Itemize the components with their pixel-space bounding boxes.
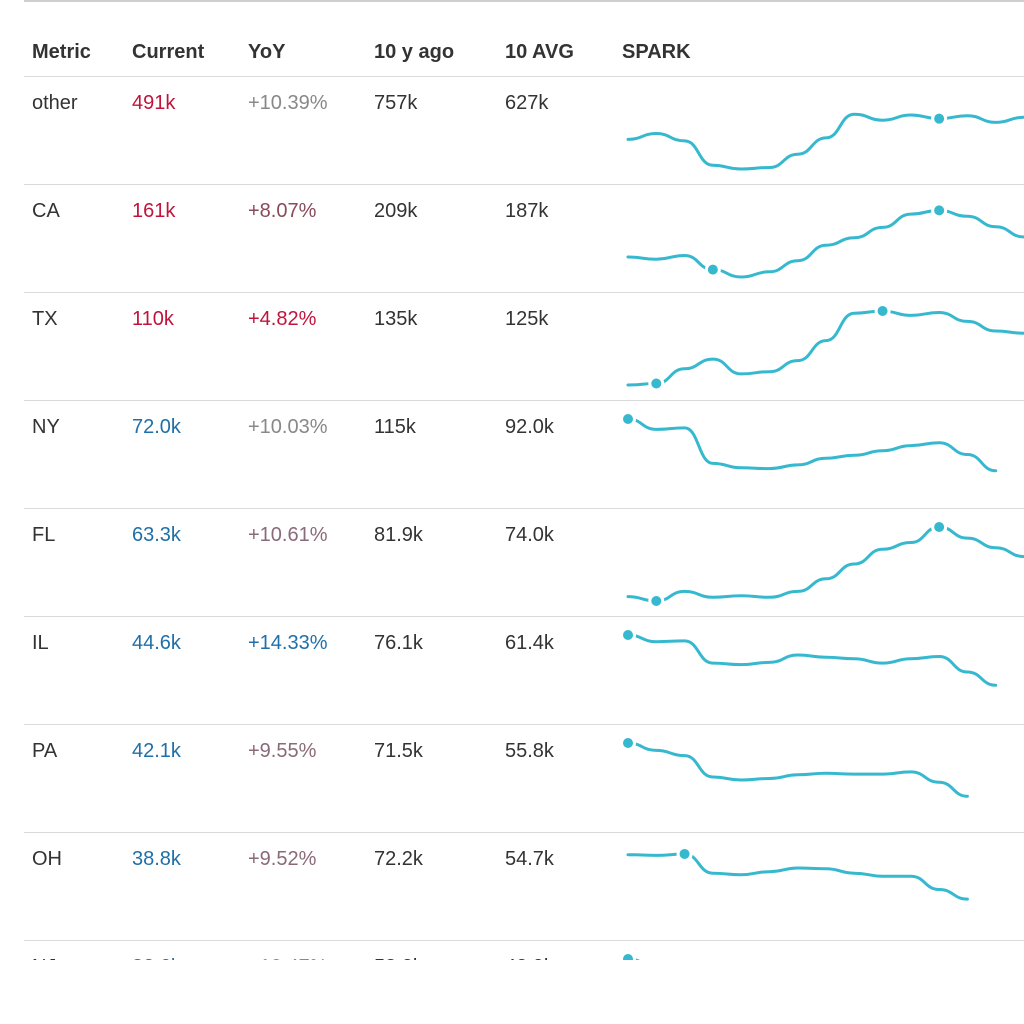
- sparkline: [626, 519, 1024, 609]
- spark-line: [626, 309, 1024, 387]
- yoy-cell: +9.55%: [248, 740, 317, 762]
- top-rule: [24, 0, 1024, 2]
- ten-years-ago-cell: 72.2k: [374, 848, 423, 870]
- ten-year-avg-cell: 54.7k: [505, 848, 554, 870]
- ten-years-ago-cell: 135k: [374, 308, 418, 330]
- table-row: IL 44.6k +14.33% 76.1k 61.4k: [24, 617, 1024, 725]
- current-cell: 63.3k: [132, 524, 181, 546]
- yoy-cell: +10.61%: [248, 524, 328, 546]
- metric-cell: NY: [32, 416, 60, 438]
- spark-line: [626, 417, 998, 473]
- spark-marker: [934, 522, 945, 532]
- yoy-cell: +9.52%: [248, 848, 317, 870]
- current-cell: 32.6k: [132, 956, 181, 960]
- sparkline: [626, 202, 1024, 279]
- header-spark: SPARK: [622, 41, 691, 63]
- current-cell: 491k: [132, 92, 176, 114]
- header-10-avg[interactable]: 10 AVG: [505, 41, 574, 63]
- spark-marker: [623, 738, 633, 748]
- spark-marker: [707, 264, 718, 275]
- sparkline: [622, 627, 998, 687]
- ten-years-ago-cell: 76.1k: [374, 632, 423, 654]
- table-row: NJ 32.6k +10.47% 53.2k 42.9k: [24, 941, 1024, 960]
- spark-marker: [623, 630, 633, 640]
- metric-cell: NJ: [32, 956, 56, 960]
- table-row: NY 72.0k +10.03% 115k 92.0k: [24, 401, 1024, 509]
- metric-cell: TX: [32, 308, 58, 330]
- spark-marker: [651, 596, 662, 606]
- current-cell: 44.6k: [132, 632, 181, 654]
- table-body: other 491k +10.39% 757k 627k CA 161k +8.07% 209k…: [24, 77, 1024, 960]
- table-row: OH 38.8k +9.52% 72.2k 54.7k: [24, 833, 1024, 941]
- metric-cell: PA: [32, 740, 58, 762]
- current-cell: 42.1k: [132, 740, 181, 762]
- ten-years-ago-cell: 209k: [374, 200, 418, 222]
- metric-cell: OH: [32, 848, 62, 870]
- yoy-cell: +10.47%: [248, 956, 328, 960]
- ten-years-ago-cell: 757k: [374, 92, 418, 114]
- current-cell: 110k: [132, 308, 174, 330]
- table-row: PA 42.1k +9.55% 71.5k 55.8k: [24, 725, 1024, 833]
- current-cell: 38.8k: [132, 848, 181, 870]
- ten-year-avg-cell: 187k: [505, 200, 549, 222]
- sparkline: [626, 845, 969, 901]
- spark-marker: [934, 113, 945, 124]
- ten-years-ago-cell: 53.2k: [374, 956, 423, 960]
- spark-line: [626, 208, 1024, 279]
- header-10y-ago[interactable]: 10 y ago: [374, 41, 455, 63]
- ten-year-avg-cell: 627k: [505, 92, 549, 114]
- metric-cell: IL: [32, 632, 49, 654]
- metric-cell: other: [32, 92, 78, 114]
- spark-marker: [651, 378, 662, 389]
- spark-line: [626, 633, 998, 687]
- spark-marker: [623, 954, 633, 960]
- ten-years-ago-cell: 71.5k: [374, 740, 423, 762]
- sparkline: [622, 735, 969, 798]
- header-current[interactable]: Current: [132, 41, 205, 63]
- table-row: other 491k +10.39% 757k 627k: [24, 77, 1024, 185]
- sparkline: [622, 951, 640, 960]
- spark-marker: [934, 205, 945, 216]
- ten-year-avg-cell: 125k: [505, 308, 549, 330]
- ten-year-avg-cell: 42.9k: [505, 956, 554, 960]
- table-row: TX 110k +4.82% 135k 125k: [24, 293, 1024, 401]
- ten-year-avg-cell: 74.0k: [505, 524, 554, 546]
- table-row: FL 63.3k +10.61% 81.9k 74.0k: [24, 509, 1024, 617]
- metric-cell: FL: [32, 524, 56, 546]
- yoy-cell: +14.33%: [248, 632, 328, 654]
- ten-years-ago-cell: 81.9k: [374, 524, 423, 546]
- yoy-cell: +8.07%: [248, 200, 317, 222]
- spark-marker: [877, 306, 888, 316]
- header-metric[interactable]: Metric: [32, 41, 91, 63]
- spark-marker: [679, 848, 690, 859]
- table-row: CA 161k +8.07% 209k 187k: [24, 185, 1024, 293]
- current-cell: 161k: [132, 200, 176, 222]
- header-row: Metric Current YoY 10 y ago 10 AVG SPARK: [24, 30, 1024, 77]
- spark-line: [626, 957, 640, 960]
- metric-cell: CA: [32, 200, 60, 222]
- spark-line: [626, 525, 1024, 603]
- ten-year-avg-cell: 55.8k: [505, 740, 554, 762]
- current-cell: 72.0k: [132, 416, 181, 438]
- spark-line: [626, 852, 969, 901]
- ten-year-avg-cell: 61.4k: [505, 632, 554, 654]
- sparkline: [626, 303, 1024, 392]
- ten-years-ago-cell: 115k: [374, 416, 416, 438]
- yoy-cell: +10.03%: [248, 416, 328, 438]
- yoy-cell: +10.39%: [248, 92, 328, 114]
- spark-line: [626, 741, 969, 798]
- spark-line: [626, 112, 1024, 171]
- sparkline: [626, 110, 1024, 171]
- sparkline: [622, 411, 998, 473]
- metrics-table: Metric Current YoY 10 y ago 10 AVG SPARK…: [24, 30, 1024, 960]
- spark-marker: [623, 414, 633, 424]
- yoy-cell: +4.82%: [248, 308, 317, 330]
- ten-year-avg-cell: 92.0k: [505, 416, 554, 438]
- header-yoy[interactable]: YoY: [248, 41, 286, 63]
